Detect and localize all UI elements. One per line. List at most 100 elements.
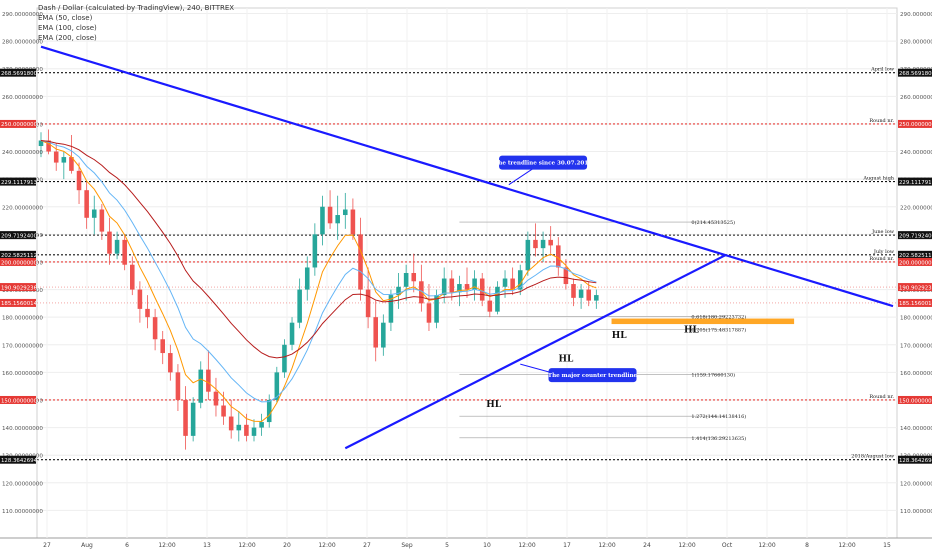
x-tick-label: 12:00 bbox=[518, 542, 535, 549]
level-price-tag-left bbox=[0, 68, 36, 77]
x-tick-label: 13 bbox=[203, 542, 211, 549]
ema-50-legend: EMA (50, close) bbox=[38, 14, 93, 22]
candle-body bbox=[312, 234, 318, 268]
level-price-text-right: 268.56918000 bbox=[899, 71, 932, 77]
candle-body bbox=[251, 427, 257, 436]
x-tick-label: 8 bbox=[805, 542, 809, 549]
level-price-tag-right bbox=[898, 119, 932, 128]
support-zone bbox=[611, 318, 795, 325]
candle-body bbox=[76, 170, 82, 191]
level-price-text-right: 202.58251120 bbox=[899, 253, 932, 259]
level-label: Round nr. bbox=[869, 118, 894, 124]
price-tag-text-left: 190.90292366 bbox=[1, 285, 41, 291]
fib-label: 0.705(175.48317887) bbox=[691, 327, 746, 334]
candle-body bbox=[289, 322, 295, 345]
y-tick-label-left: 120.00000000 bbox=[2, 481, 43, 487]
candle-body bbox=[556, 245, 561, 268]
candle-body bbox=[244, 424, 249, 436]
x-tick-label: 12:00 bbox=[318, 542, 335, 549]
candle-body bbox=[350, 209, 356, 235]
candle-body bbox=[563, 267, 569, 285]
candle-body bbox=[228, 416, 234, 431]
y-tick-label-left: 170.00000000 bbox=[2, 343, 43, 349]
level-price-tag-left bbox=[0, 395, 36, 404]
candle-body bbox=[38, 140, 44, 147]
y-tick-label-left: 110.00000000 bbox=[2, 509, 43, 515]
y-tick-label-left: 220.00000000 bbox=[2, 205, 43, 211]
candle-body bbox=[99, 209, 105, 232]
candle-body bbox=[122, 239, 127, 265]
x-tick-label: 27 bbox=[363, 542, 371, 549]
x-tick-label: Sep bbox=[401, 542, 413, 549]
candle-body bbox=[175, 372, 181, 400]
level-price-text-right: 229.11179132 bbox=[899, 180, 932, 186]
level-price-tag-right bbox=[898, 68, 932, 77]
level-price-text-right: 209.71924000 bbox=[899, 233, 932, 239]
level-price-text-right: 200.00000000 bbox=[899, 260, 932, 266]
fib-label: 0.618(180.29223732) bbox=[691, 313, 746, 320]
y-tick-label-right: 120.00000000 bbox=[900, 481, 932, 487]
candle-body bbox=[221, 405, 226, 417]
price-tag-text-right: 190.90292366 bbox=[899, 285, 932, 291]
y-tick-label-left: 140.00000000 bbox=[2, 426, 43, 432]
level-price-text-right: 150.00000000 bbox=[899, 398, 932, 404]
level-label: Round nr. bbox=[869, 256, 894, 262]
candle-body bbox=[343, 209, 348, 216]
y-tick-label-left: 240.00000000 bbox=[2, 150, 43, 156]
level-price-tag-right bbox=[898, 177, 932, 186]
candle-body bbox=[236, 424, 242, 431]
candle-body bbox=[548, 239, 553, 246]
level-price-text-right: 250.00000000 bbox=[899, 122, 932, 128]
level-price-tag-left bbox=[0, 455, 36, 464]
higher-low-label: HL bbox=[486, 400, 502, 410]
y-tick-label-left: 280.00000000 bbox=[2, 40, 43, 46]
y-tick-label-right: 160.00000000 bbox=[900, 371, 932, 377]
candle-body bbox=[266, 399, 272, 423]
candle-body bbox=[457, 284, 462, 293]
candle-body bbox=[472, 278, 477, 290]
level-price-text-left: 209.71924000 bbox=[1, 233, 41, 239]
candle-body bbox=[84, 190, 89, 218]
candle-body bbox=[517, 270, 523, 290]
y-tick-label-right: 240.00000000 bbox=[900, 150, 932, 156]
candle-body bbox=[388, 295, 394, 323]
x-tick-label: Aug bbox=[81, 542, 93, 549]
candle-body bbox=[61, 157, 67, 163]
callout-box bbox=[499, 155, 588, 170]
candle-body bbox=[540, 239, 546, 249]
candle-body bbox=[168, 353, 173, 373]
candle-body bbox=[464, 284, 470, 290]
candle-body bbox=[449, 278, 455, 293]
x-tick-label: 27 bbox=[43, 542, 51, 549]
x-tick-label: 5 bbox=[445, 542, 449, 549]
callout-box bbox=[548, 368, 637, 383]
candle-body bbox=[274, 372, 280, 400]
candle-body bbox=[304, 267, 310, 290]
candle-body bbox=[335, 215, 340, 224]
x-tick-label: 6 bbox=[125, 542, 129, 549]
candle-body bbox=[53, 151, 59, 163]
candle-body bbox=[441, 278, 447, 296]
candle-body bbox=[396, 286, 401, 296]
level-label: August high bbox=[862, 176, 894, 182]
candle-body bbox=[137, 289, 143, 309]
candle-body bbox=[152, 317, 158, 340]
price-tag-left bbox=[0, 298, 36, 307]
candle-body bbox=[533, 239, 538, 249]
higher-low-label: HL bbox=[612, 331, 628, 341]
candle-body bbox=[411, 273, 417, 282]
candle-body bbox=[46, 140, 51, 152]
candle-body bbox=[160, 339, 165, 354]
candle-body bbox=[297, 289, 302, 323]
x-tick-label: 10 bbox=[483, 542, 491, 549]
candle-body bbox=[479, 278, 485, 301]
candle-body bbox=[91, 209, 97, 218]
ema-200-line bbox=[40, 140, 597, 359]
y-tick-label-left: 160.00000000 bbox=[2, 371, 43, 377]
level-price-tag-right bbox=[898, 250, 932, 259]
level-price-tag-right bbox=[898, 231, 932, 240]
candle-body bbox=[594, 295, 599, 301]
uptrend-trendline bbox=[344, 254, 727, 450]
candle-body bbox=[190, 402, 196, 436]
